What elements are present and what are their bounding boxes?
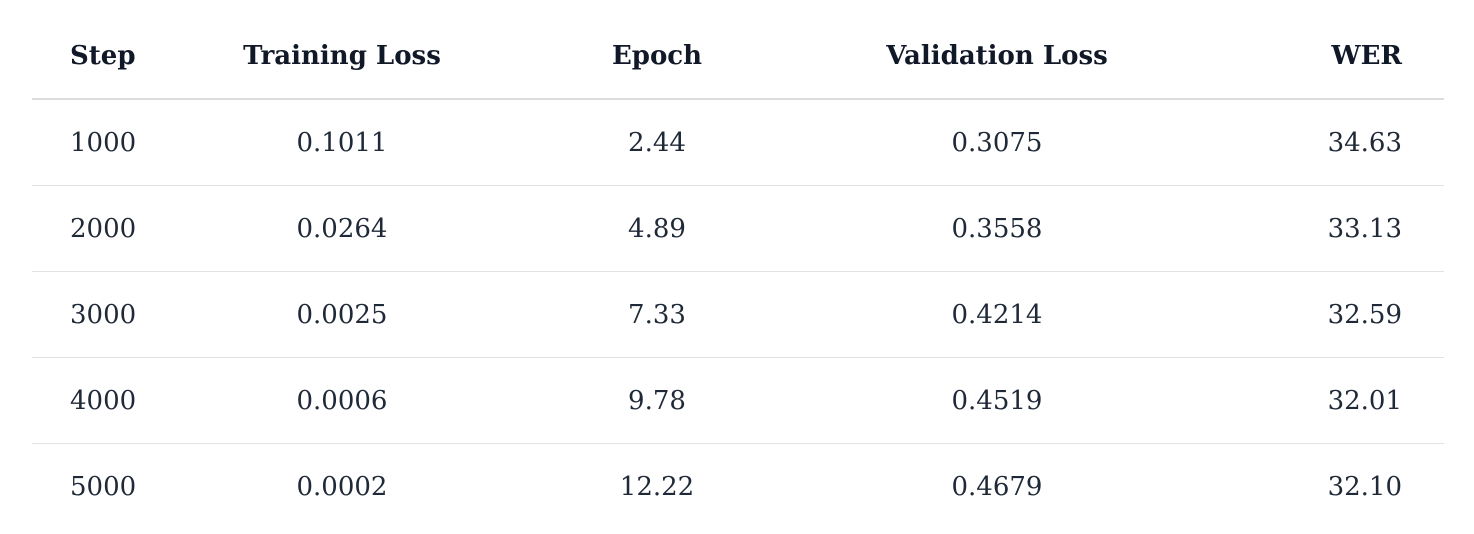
cell-wer: 32.10 bbox=[1327, 471, 1402, 502]
cell-epoch: 9.78 bbox=[512, 357, 802, 444]
training-results-table-container: Step Training Loss Epoch Validation Loss… bbox=[32, 14, 1444, 529]
cell-training-loss: 0.1011 bbox=[172, 99, 512, 186]
cell-epoch: 12.22 bbox=[619, 471, 695, 502]
cell-wer: 33.13 bbox=[1192, 185, 1444, 272]
header-row: Step Training Loss Epoch Validation Loss… bbox=[32, 14, 1444, 100]
header-validation-loss: Validation Loss bbox=[802, 14, 1192, 100]
cell-epoch: 4.89 bbox=[512, 185, 802, 272]
table-row: 3000 0.0025 7.33 0.4214 32.59 bbox=[32, 271, 1444, 358]
header-epoch: Epoch bbox=[512, 14, 802, 100]
cell-training-loss: 0.0006 bbox=[172, 357, 512, 444]
cell-step: 5000 bbox=[70, 471, 137, 502]
cell-epoch: 7.33 bbox=[512, 271, 802, 358]
cell-validation-loss: 0.4679 bbox=[951, 471, 1043, 502]
cell-epoch: 2.44 bbox=[512, 99, 802, 186]
table-row: 2000 0.0264 4.89 0.3558 33.13 bbox=[32, 185, 1444, 272]
table-header: Step Training Loss Epoch Validation Loss… bbox=[32, 14, 1444, 100]
table-row: 4000 0.0006 9.78 0.4519 32.01 bbox=[32, 357, 1444, 444]
table-row: 1000 0.1011 2.44 0.3075 34.63 bbox=[32, 99, 1444, 186]
cell-validation-loss: 0.4519 bbox=[802, 357, 1192, 444]
cell-step: 4000 bbox=[32, 357, 172, 444]
table-row: 5000 0.0002 12.22 0.4679 32.10 bbox=[32, 444, 1444, 530]
cell-step: 1000 bbox=[32, 99, 172, 186]
cell-step: 2000 bbox=[32, 185, 172, 272]
header-step: Step bbox=[32, 14, 172, 100]
cell-validation-loss: 0.4214 bbox=[802, 271, 1192, 358]
training-results-table: Step Training Loss Epoch Validation Loss… bbox=[32, 14, 1444, 529]
cell-wer: 32.01 bbox=[1192, 357, 1444, 444]
table-body: 1000 0.1011 2.44 0.3075 34.63 2000 0.026… bbox=[32, 99, 1444, 529]
cell-wer: 34.63 bbox=[1192, 99, 1444, 186]
cell-validation-loss: 0.3558 bbox=[802, 185, 1192, 272]
cell-training-loss: 0.0264 bbox=[172, 185, 512, 272]
cell-step: 3000 bbox=[32, 271, 172, 358]
cell-validation-loss: 0.3075 bbox=[802, 99, 1192, 186]
cell-training-loss: 0.0025 bbox=[172, 271, 512, 358]
header-wer: WER bbox=[1192, 14, 1444, 100]
cell-wer: 32.59 bbox=[1192, 271, 1444, 358]
header-training-loss: Training Loss bbox=[172, 14, 512, 100]
cell-training-loss: 0.0002 bbox=[296, 471, 388, 502]
